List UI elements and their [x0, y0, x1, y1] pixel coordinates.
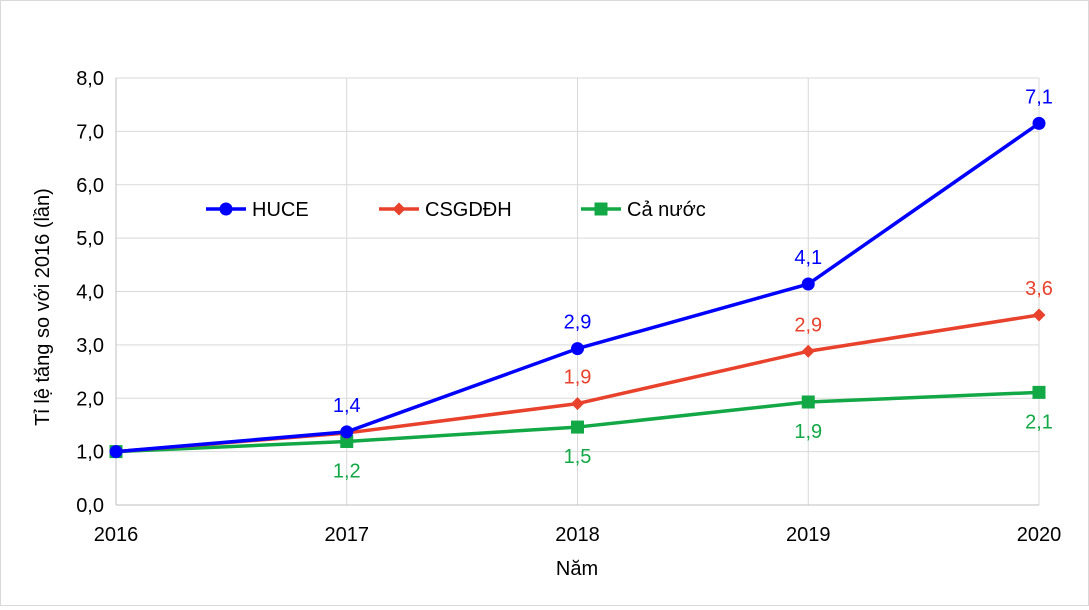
legend-marker-csgd-h: [392, 202, 406, 216]
x-tick-label: 2019: [786, 524, 831, 546]
data-label-c-n-c: 1,9: [794, 421, 822, 443]
data-labels: 1,4 2,9 4,1 7,1 1,9 2,9 3,6 1,2 1,5 1,9 2,1: [333, 86, 1053, 482]
data-label-huce: 4,1: [794, 247, 822, 269]
legend-marker-c-n-c: [594, 202, 608, 216]
x-axis-title: Năm: [556, 558, 598, 580]
data-point-csgd-h: [1032, 308, 1046, 322]
data-label-huce: 1,4: [333, 395, 361, 417]
data-point-csgd-h: [571, 397, 584, 411]
y-tick-label: 1,0: [76, 442, 104, 464]
data-label-csgd-h: 2,9: [794, 314, 822, 336]
y-axis-title: Tỉ lệ tăng so với 2016 (lần): [32, 188, 54, 426]
data-label-csgd-h: 3,6: [1025, 278, 1053, 300]
y-tick-label: 5,0: [76, 228, 104, 250]
legend-label-c-n-c: Cả nước: [627, 199, 706, 221]
series-lines: [109, 116, 1046, 459]
y-tick-label: 6,0: [76, 175, 104, 197]
gridlines: [116, 77, 1040, 505]
data-point-csgd-h: [801, 344, 815, 358]
legend-label-csgd-h: CSGDĐH: [425, 199, 512, 221]
y-tick-label: 4,0: [76, 282, 104, 304]
data-label-huce: 7,1: [1025, 86, 1053, 108]
data-label-c-n-c: 1,2: [333, 460, 361, 482]
data-label-csgd-h: 1,9: [564, 367, 592, 389]
data-point-huce: [340, 425, 354, 439]
data-point-c-n-c: [571, 420, 584, 434]
y-tick-label: 0,0: [76, 495, 104, 517]
legend-marker-huce: [219, 202, 233, 216]
data-point-huce: [801, 277, 815, 291]
data-point-huce: [571, 342, 584, 356]
data-point-c-n-c: [340, 434, 354, 448]
data-point-c-n-c: [1032, 385, 1046, 399]
data-point-c-n-c: [801, 395, 815, 409]
data-point-huce: [1032, 116, 1046, 130]
x-tick-label: 2016: [94, 524, 139, 546]
axes: 0,0 1,0 2,0 3,0 4,0 5,0 6,0 7,0 8,0 2016 2017 2018 2…: [76, 68, 1061, 546]
x-tick-label: 2020: [1017, 524, 1062, 546]
y-tick-label: 2,0: [76, 388, 104, 410]
x-tick-label: 2017: [325, 524, 370, 546]
data-point-huce: [109, 445, 123, 459]
y-tick-label: 8,0: [76, 68, 104, 90]
data-label-huce: 2,9: [564, 312, 592, 334]
y-tick-label: 3,0: [76, 335, 104, 357]
x-tick-label: 2018: [555, 524, 600, 546]
data-label-c-n-c: 2,1: [1025, 411, 1053, 433]
y-tick-label: 7,0: [76, 121, 104, 143]
legend: HUCE CSGDĐH Cả nước: [206, 199, 706, 221]
legend-label-huce: HUCE: [252, 199, 309, 221]
data-label-c-n-c: 1,5: [564, 446, 592, 468]
